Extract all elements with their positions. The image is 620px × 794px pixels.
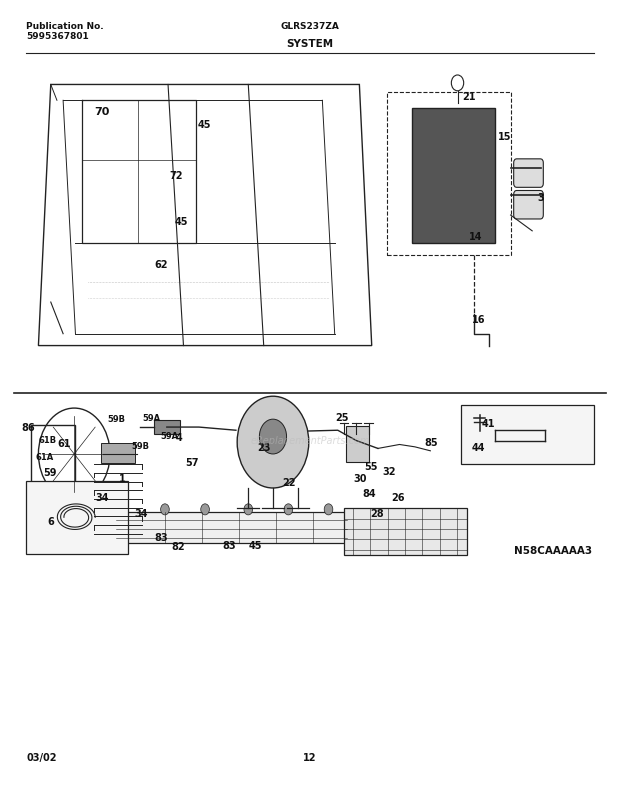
Text: 55: 55 — [365, 462, 378, 472]
Text: 16: 16 — [472, 315, 485, 326]
Text: 5995367801: 5995367801 — [26, 33, 89, 41]
Circle shape — [201, 504, 210, 515]
Circle shape — [324, 504, 333, 515]
Text: 83: 83 — [154, 533, 168, 543]
Text: SYSTEM: SYSTEM — [286, 39, 334, 49]
Text: 59B: 59B — [107, 415, 126, 424]
Bar — [412, 108, 495, 243]
Text: 25: 25 — [335, 413, 349, 422]
Bar — [346, 426, 370, 462]
Text: 59A: 59A — [161, 432, 179, 441]
Text: 59A: 59A — [142, 414, 160, 422]
Text: 3: 3 — [537, 193, 544, 202]
FancyBboxPatch shape — [514, 159, 543, 187]
Text: 32: 32 — [383, 467, 396, 476]
Bar — [31, 426, 76, 486]
Text: 26: 26 — [391, 493, 405, 503]
Text: 34: 34 — [95, 493, 108, 503]
Text: 44: 44 — [472, 443, 485, 453]
Text: 59: 59 — [43, 468, 57, 478]
Circle shape — [237, 396, 309, 488]
Text: 82: 82 — [172, 542, 185, 552]
Text: eReplacementParts.com: eReplacementParts.com — [250, 437, 370, 446]
Text: 30: 30 — [353, 474, 366, 484]
Text: 28: 28 — [371, 509, 384, 519]
Text: 61A: 61A — [35, 453, 53, 462]
Polygon shape — [115, 511, 347, 543]
Text: N58CAAAAA3: N58CAAAAA3 — [514, 545, 592, 556]
Text: 03/02: 03/02 — [26, 753, 56, 763]
Polygon shape — [344, 508, 467, 555]
Text: 85: 85 — [424, 438, 438, 448]
Text: 83: 83 — [223, 541, 236, 551]
Text: 23: 23 — [257, 443, 271, 453]
Text: 14: 14 — [469, 233, 482, 242]
Text: 84: 84 — [363, 489, 376, 499]
Text: GLRS237ZA: GLRS237ZA — [281, 22, 339, 31]
Text: 45: 45 — [198, 120, 211, 130]
Bar — [26, 481, 128, 553]
Text: 21: 21 — [463, 92, 476, 102]
Text: 86: 86 — [22, 423, 35, 433]
FancyBboxPatch shape — [514, 191, 543, 219]
Circle shape — [244, 504, 252, 515]
Text: 15: 15 — [498, 132, 511, 142]
Text: Publication No.: Publication No. — [26, 22, 104, 31]
Text: 59B: 59B — [131, 442, 149, 451]
Text: 41: 41 — [482, 419, 495, 429]
Circle shape — [284, 504, 293, 515]
Bar — [387, 92, 511, 255]
Bar — [154, 420, 180, 434]
Bar — [461, 405, 594, 464]
Text: 57: 57 — [185, 458, 199, 468]
Text: 34: 34 — [134, 509, 148, 519]
Circle shape — [259, 419, 286, 454]
Bar — [102, 443, 135, 464]
Text: 61B: 61B — [38, 436, 56, 445]
Text: 4: 4 — [175, 433, 182, 442]
Text: 72: 72 — [169, 172, 183, 181]
Text: 6: 6 — [48, 517, 55, 527]
Text: 45: 45 — [174, 217, 188, 226]
Text: 22: 22 — [282, 478, 296, 488]
Text: 61: 61 — [57, 439, 71, 449]
Text: 12: 12 — [303, 753, 317, 763]
Text: 45: 45 — [248, 541, 262, 551]
Text: 70: 70 — [94, 106, 109, 117]
Circle shape — [161, 504, 169, 515]
Text: 1: 1 — [118, 474, 125, 484]
Text: 62: 62 — [154, 260, 168, 270]
